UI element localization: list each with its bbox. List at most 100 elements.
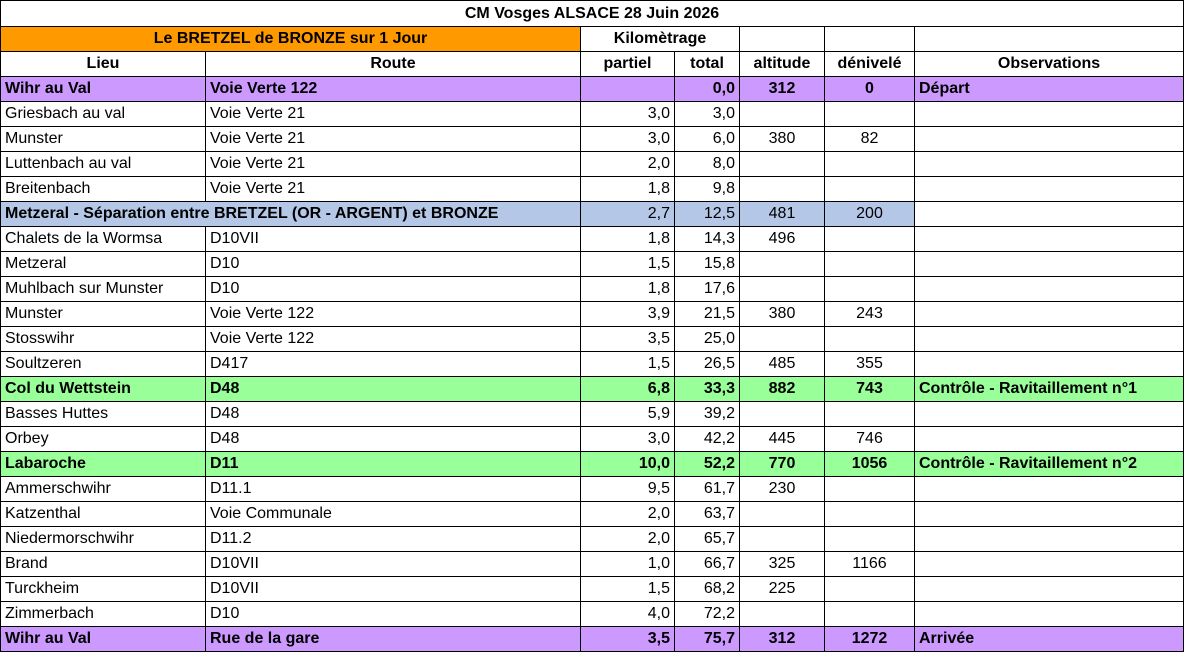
cell-total: 17,6 (674, 276, 740, 302)
cell-total: 12,5 (674, 201, 740, 227)
cell-altitude: 225 (739, 576, 825, 602)
cell-observations: Contrôle - Ravitaillement n°1 (913, 376, 1184, 402)
table-row: Breitenbach Voie Verte 21 1,8 9,8 (0, 176, 1184, 202)
table-row: Luttenbach au val Voie Verte 21 2,0 8,0 (0, 151, 1184, 177)
cell-total: 8,0 (674, 151, 740, 177)
cell-denivele: 1166 (824, 551, 915, 577)
cell-route: Voie Verte 21 (205, 101, 581, 127)
cell-lieu: Zimmerbach (0, 601, 206, 627)
cell-altitude: 770 (739, 451, 825, 477)
cell-partiel: 3,0 (580, 426, 675, 452)
cell-denivele: 243 (824, 301, 915, 327)
cell-partiel: 2,0 (580, 526, 675, 552)
table-row: Metzeral D10 1,5 15,8 (0, 251, 1184, 277)
cell-observations (913, 326, 1184, 352)
cell-partiel: 1,8 (580, 276, 675, 302)
cell-route: Voie Verte 21 (205, 176, 581, 202)
cell-denivele: 0 (824, 76, 915, 102)
cell-lieu: Muhlbach sur Munster (0, 276, 206, 302)
cell-altitude: 325 (739, 551, 825, 577)
cell-observations (913, 201, 1184, 227)
cell-partiel: 2,7 (580, 201, 675, 227)
cell-lieu: Basses Huttes (0, 401, 206, 427)
cell-observations (913, 301, 1184, 327)
cell-total: 0,0 (674, 76, 740, 102)
cell-observations (913, 426, 1184, 452)
cell-route: D10 (205, 251, 581, 277)
cell-total: 14,3 (674, 226, 740, 252)
table-row: Munster Voie Verte 122 3,9 21,5 380 243 (0, 301, 1184, 327)
cell-observations (913, 601, 1184, 627)
subtitle-row: Le BRETZEL de BRONZE sur 1 Jour Kilomètr… (0, 26, 1184, 52)
cell-total: 9,8 (674, 176, 740, 202)
cell-partiel: 3,5 (580, 326, 675, 352)
cell-lieu: Orbey (0, 426, 206, 452)
blank-cell (913, 26, 1184, 52)
cell-denivele: 355 (824, 351, 915, 377)
cell-partiel: 4,0 (580, 601, 675, 627)
cell-altitude (739, 526, 825, 552)
cell-partiel: 6,8 (580, 376, 675, 402)
cell-partiel: 1,5 (580, 351, 675, 377)
cell-lieu: Griesbach au val (0, 101, 206, 127)
cell-denivele (824, 601, 915, 627)
cell-denivele (824, 526, 915, 552)
cell-altitude (739, 276, 825, 302)
cell-lieu: Luttenbach au val (0, 151, 206, 177)
cell-observations (913, 576, 1184, 602)
blank-cell (739, 26, 825, 52)
cell-route: Voie Verte 122 (205, 326, 581, 352)
cell-partiel: 1,8 (580, 226, 675, 252)
column-header-row: Lieu Route partiel total altitude dénive… (0, 51, 1184, 77)
table-row: Chalets de la Wormsa D10VII 1,8 14,3 496 (0, 226, 1184, 252)
cell-route: D10VII (205, 576, 581, 602)
cell-observations: Contrôle - Ravitaillement n°2 (913, 451, 1184, 477)
col-header-lieu: Lieu (0, 51, 206, 77)
col-header-altitude: altitude (739, 51, 825, 77)
cell-lieu: Wihr au Val (0, 626, 206, 652)
table-row: Soultzeren D417 1,5 26,5 485 355 (0, 351, 1184, 377)
cell-partiel: 2,0 (580, 501, 675, 527)
cell-route: D48 (205, 401, 581, 427)
cell-route: D417 (205, 351, 581, 377)
cell-total: 6,0 (674, 126, 740, 152)
cell-partiel: 5,9 (580, 401, 675, 427)
cell-denivele: 1056 (824, 451, 915, 477)
cell-route: D11.1 (205, 476, 581, 502)
cell-altitude: 312 (739, 76, 825, 102)
cell-altitude: 380 (739, 126, 825, 152)
table-row: Zimmerbach D10 4,0 72,2 (0, 601, 1184, 627)
cell-partiel (580, 76, 675, 102)
cell-denivele (824, 251, 915, 277)
cell-partiel: 2,0 (580, 151, 675, 177)
cell-route: D10 (205, 601, 581, 627)
cell-route: D10VII (205, 226, 581, 252)
cell-altitude (739, 101, 825, 127)
table-row: Wihr au Val Voie Verte 122 0,0 312 0 Départ (0, 76, 1184, 102)
table-row: Munster Voie Verte 21 3,0 6,0 380 82 (0, 126, 1184, 152)
cell-lieu: Col du Wettstein (0, 376, 206, 402)
cell-denivele (824, 326, 915, 352)
cell-denivele: 743 (824, 376, 915, 402)
kilometrage-header: Kilomètrage (580, 26, 740, 52)
table-row: Griesbach au val Voie Verte 21 3,0 3,0 (0, 101, 1184, 127)
cell-lieu: Turckheim (0, 576, 206, 602)
col-header-partiel: partiel (580, 51, 675, 77)
cell-denivele (824, 101, 915, 127)
cell-total: 25,0 (674, 326, 740, 352)
cell-partiel: 1,8 (580, 176, 675, 202)
table-row: Muhlbach sur Munster D10 1,8 17,6 (0, 276, 1184, 302)
cell-lieu: Stosswihr (0, 326, 206, 352)
cell-observations: Arrivée (913, 626, 1184, 652)
cell-lieu: Metzeral - Séparation entre BRETZEL (OR … (0, 201, 581, 227)
cell-lieu: Munster (0, 126, 206, 152)
cell-lieu: Munster (0, 301, 206, 327)
cell-altitude (739, 176, 825, 202)
cell-observations (913, 251, 1184, 277)
cell-lieu: Chalets de la Wormsa (0, 226, 206, 252)
cell-total: 63,7 (674, 501, 740, 527)
col-header-route: Route (205, 51, 581, 77)
table-row: Ammerschwihr D11.1 9,5 61,7 230 (0, 476, 1184, 502)
cell-denivele (824, 276, 915, 302)
cell-route: D10VII (205, 551, 581, 577)
